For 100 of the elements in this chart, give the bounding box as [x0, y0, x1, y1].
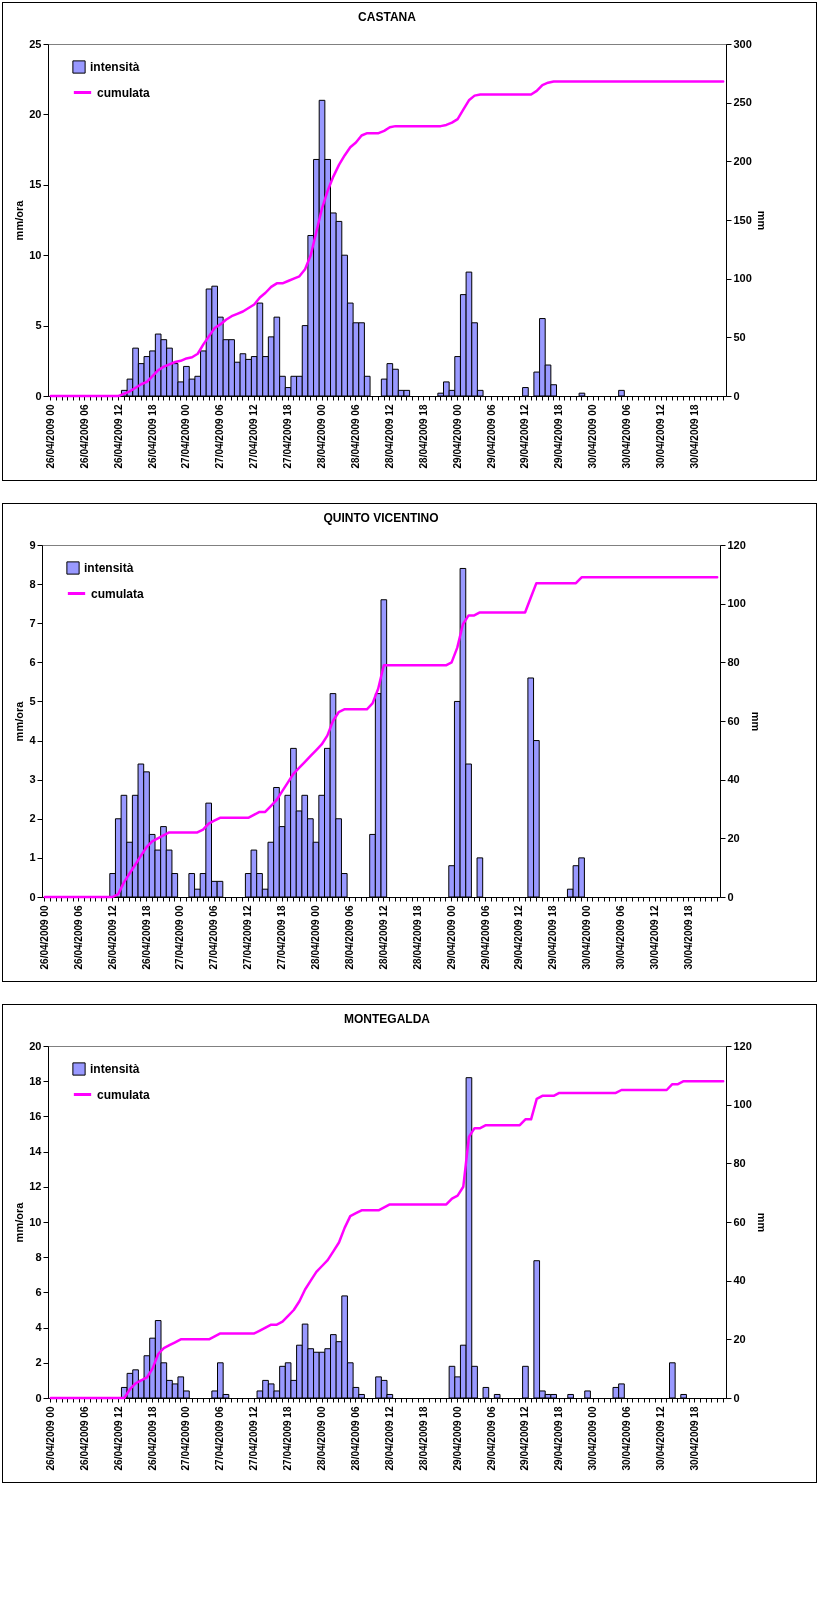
x-tick-label: 26/04/2009 06: [72, 905, 84, 970]
x-tick-label: 29/04/2009 18: [553, 404, 565, 469]
x-tick-label: 26/04/2009 12: [112, 1406, 124, 1471]
x-tick-label: 26/04/2009 00: [44, 404, 56, 469]
y-tick-label: 0: [35, 389, 42, 402]
x-tick-label: 30/04/2009 18: [688, 1406, 700, 1471]
x-tick-label: 26/04/2009 00: [44, 1406, 56, 1471]
y2-tick-label: 0: [733, 1391, 740, 1404]
x-tick-label: 30/04/2009 06: [615, 905, 627, 970]
x-tick-label: 27/04/2009 12: [242, 905, 254, 970]
y-tick-label: 1: [29, 851, 36, 864]
x-tick-label: 26/04/2009 06: [78, 1406, 90, 1471]
chart-title: QUINTO VICENTINO: [323, 511, 439, 525]
y2-tick-label: 120: [733, 1039, 752, 1052]
x-tick-label: 28/04/2009 00: [316, 404, 328, 469]
y2-tick-label: 100: [733, 272, 752, 285]
y-tick-label: 25: [29, 37, 42, 50]
y-tick-label: 2: [29, 812, 36, 825]
y2-tick-label: 40: [733, 1274, 746, 1287]
x-tick-label: 29/04/2009 00: [445, 905, 457, 970]
x-tick-label: 30/04/2009 18: [688, 404, 700, 469]
x-tick-label: 29/04/2009 12: [519, 404, 531, 469]
y2-tick-label: 80: [733, 1156, 746, 1169]
y2-tick-label: 60: [727, 714, 740, 727]
y2-axis-title: mm: [755, 1212, 768, 1233]
y-tick-label: 0: [29, 890, 36, 903]
legend-label: intensità: [90, 60, 140, 74]
y2-tick-label: 0: [727, 890, 734, 903]
y2-tick-label: 100: [727, 597, 746, 610]
y-tick-label: 8: [29, 577, 36, 590]
y-tick-label: 4: [29, 734, 37, 747]
y-tick-label: 14: [29, 1145, 43, 1158]
y2-tick-label: 250: [733, 96, 752, 109]
x-tick-label: 28/04/2009 12: [383, 1406, 395, 1471]
x-tick-label: 29/04/2009 18: [547, 905, 559, 970]
y-axis-title: mm/ora: [13, 700, 26, 742]
y-tick-label: 6: [29, 655, 36, 668]
x-tick-label: 28/04/2009 06: [349, 1406, 361, 1471]
y2-axis-title: mm: [749, 711, 762, 732]
y-tick-label: 8: [35, 1250, 42, 1263]
x-tick-label: 30/04/2009 00: [581, 905, 593, 970]
y2-tick-label: 100: [733, 1098, 752, 1111]
x-tick-label: 27/04/2009 00: [180, 1406, 192, 1471]
x-tick-label: 28/04/2009 18: [411, 905, 423, 970]
y-tick-label: 0: [35, 1391, 42, 1404]
legend-label: intensità: [90, 1062, 140, 1076]
x-tick-label: 26/04/2009 06: [78, 404, 90, 469]
y-tick-label: 12: [29, 1180, 42, 1193]
y-tick-label: 9: [29, 538, 36, 551]
x-tick-label: 29/04/2009 12: [519, 1406, 531, 1471]
y2-tick-label: 80: [727, 655, 740, 668]
y-axis-title: mm/ora: [13, 1201, 26, 1243]
y-tick-label: 10: [29, 248, 42, 261]
x-tick-label: 27/04/2009 06: [214, 404, 226, 469]
y-axis-title: mm/ora: [13, 199, 26, 241]
x-tick-label: 30/04/2009 12: [655, 1406, 667, 1471]
x-tick-label: 27/04/2009 18: [282, 1406, 294, 1471]
x-tick-label: 27/04/2009 06: [214, 1406, 226, 1471]
x-tick-label: 30/04/2009 06: [621, 404, 633, 469]
x-tick-label: 30/04/2009 12: [655, 404, 667, 469]
x-tick-label: 30/04/2009 00: [587, 404, 599, 469]
x-tick-label: 27/04/2009 12: [248, 1406, 260, 1471]
y2-axis-title: mm: [755, 210, 768, 231]
x-tick-label: 27/04/2009 12: [248, 404, 260, 469]
chart-title: MONTEGALDA: [344, 1012, 431, 1026]
x-tick-label: 30/04/2009 06: [621, 1406, 633, 1471]
x-tick-label: 26/04/2009 18: [146, 404, 158, 469]
x-tick-label: 29/04/2009 06: [485, 1406, 497, 1471]
y-tick-label: 7: [29, 616, 36, 629]
y-tick-label: 20: [29, 107, 42, 120]
y2-tick-label: 20: [727, 831, 740, 844]
chart-title: CASTANA: [358, 10, 417, 24]
y-tick-label: 5: [29, 694, 36, 707]
x-tick-label: 27/04/2009 00: [174, 905, 186, 970]
x-tick-label: 26/04/2009 18: [146, 1406, 158, 1471]
x-tick-label: 28/04/2009 06: [343, 905, 355, 970]
y2-tick-label: 40: [727, 773, 740, 786]
x-tick-label: 30/04/2009 18: [682, 905, 694, 970]
y-tick-label: 10: [29, 1215, 42, 1228]
legend-label: cumulata: [91, 586, 145, 601]
y2-tick-label: 0: [733, 389, 740, 402]
x-tick-label: 28/04/2009 00: [316, 1406, 328, 1471]
x-tick-label: 30/04/2009 12: [649, 905, 661, 970]
x-tick-label: 29/04/2009 00: [451, 404, 463, 469]
legend-label: cumulata: [97, 85, 151, 100]
x-tick-label: 28/04/2009 00: [310, 905, 322, 970]
y-tick-label: 2: [35, 1356, 42, 1369]
x-tick-label: 28/04/2009 12: [377, 905, 389, 970]
x-tick-label: 26/04/2009 12: [112, 404, 124, 469]
y2-tick-label: 200: [733, 154, 752, 167]
x-tick-label: 28/04/2009 12: [383, 404, 395, 469]
x-tick-label: 29/04/2009 12: [513, 905, 525, 970]
x-tick-label: 26/04/2009 18: [140, 905, 152, 970]
x-tick-label: 29/04/2009 06: [479, 905, 491, 970]
y-tick-label: 4: [35, 1321, 43, 1334]
legend-label: intensità: [84, 561, 134, 575]
y-tick-label: 16: [29, 1109, 42, 1122]
y-tick-label: 20: [29, 1039, 42, 1052]
y2-tick-label: 150: [733, 213, 752, 226]
x-tick-label: 29/04/2009 18: [553, 1406, 565, 1471]
